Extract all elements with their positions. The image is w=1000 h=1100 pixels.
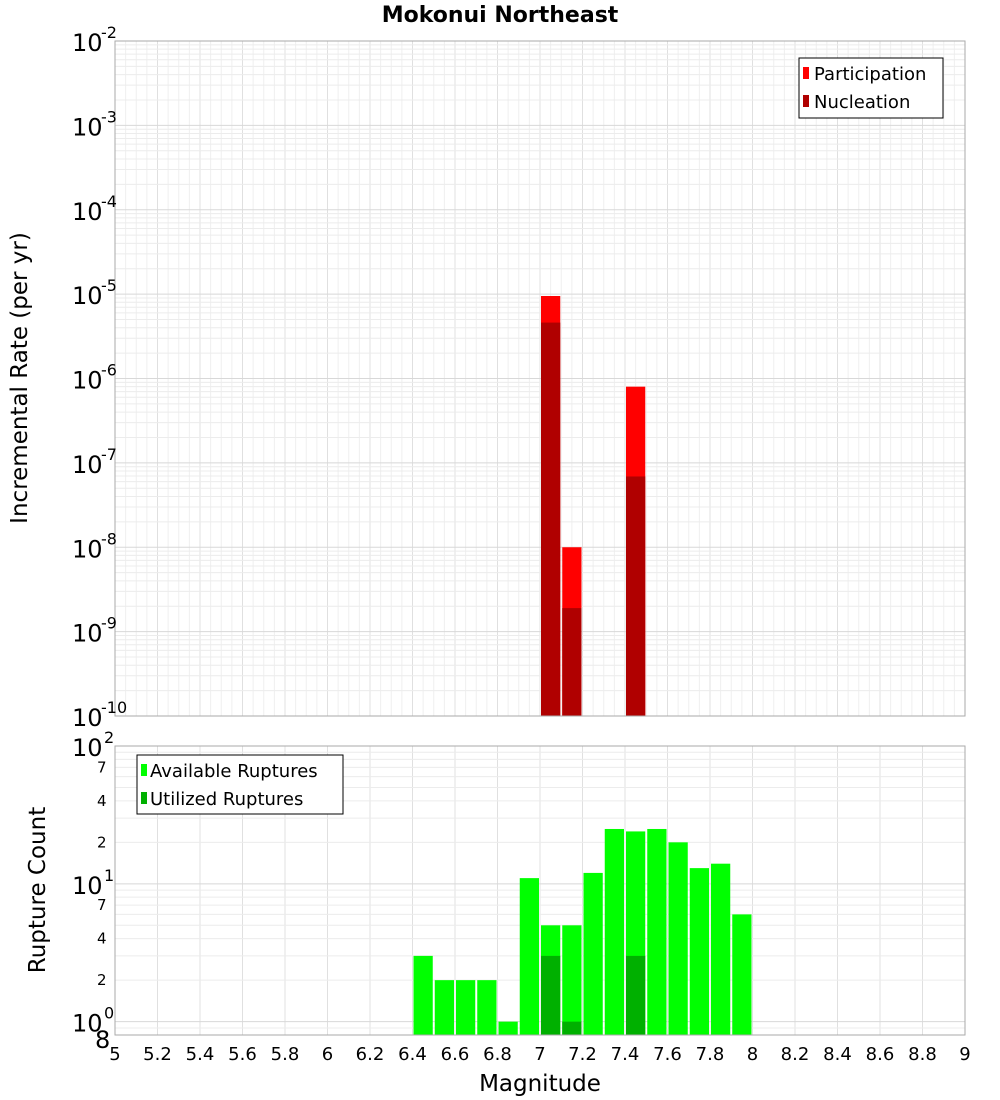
bottom-y-minor-tick-label: 7	[97, 896, 107, 914]
legend-swatch-utilized	[141, 792, 147, 804]
bottom-plot-frame	[114, 745, 966, 1036]
x-tick-label: 6	[322, 1044, 333, 1065]
top-y-axis-label: Incremental Rate (per yr)	[7, 232, 33, 524]
bottom-y-tick-exponent: 2	[104, 728, 114, 747]
bar-available-ruptures	[477, 980, 497, 1035]
bar-available-ruptures	[413, 955, 433, 1035]
legend-swatch-participation	[803, 67, 809, 79]
x-tick-label: 7.4	[611, 1044, 640, 1065]
legend-swatch-available	[141, 764, 147, 776]
top-plot-frame	[114, 40, 966, 717]
bar-available-ruptures	[711, 863, 731, 1035]
legend-swatch-nucleation	[803, 95, 809, 107]
top-y-tick-base: 10	[72, 620, 103, 648]
top-y-tick-base: 10	[72, 704, 103, 732]
bottom-y-minor-tick-label: 4	[97, 930, 107, 948]
top-y-tick-base: 10	[72, 535, 103, 563]
x-tick-label: 9	[959, 1044, 970, 1065]
x-tick-label: 8	[747, 1044, 758, 1065]
top-y-tick-exponent: -10	[101, 698, 127, 717]
bottom-y-tick-base: 10	[72, 872, 103, 900]
x-tick-label: 8.2	[781, 1044, 810, 1065]
top-y-tick-exponent: -8	[101, 529, 117, 548]
x-tick-label: 7.6	[653, 1044, 682, 1065]
bottom-y-tick-exponent: 1	[104, 866, 114, 885]
x-tick-label: 6.4	[398, 1044, 427, 1065]
bar-available-ruptures	[647, 828, 667, 1035]
bar-utilized-ruptures	[562, 1021, 582, 1035]
bar-available-ruptures	[583, 872, 603, 1035]
bar-available-ruptures	[456, 980, 476, 1035]
legend-label-utilized: Utilized Ruptures	[150, 789, 303, 810]
bar-available-ruptures	[689, 868, 709, 1035]
top-y-tick-base: 10	[72, 198, 103, 226]
bar-nucleation	[626, 476, 646, 716]
top-y-tick-exponent: -6	[101, 361, 117, 380]
top-y-tick-base: 10	[72, 113, 103, 141]
x-tick-label: 7.8	[696, 1044, 725, 1065]
x-tick-label: 6.8	[483, 1044, 512, 1065]
x-tick-labels: 5 5.2 5.4 5.6 5.8 6 6.2 6.4 6.6 6.8 7 7.2 7.4 7.6 7.8 8…	[109, 1044, 970, 1065]
top-y-tick-base: 10	[72, 29, 103, 57]
bottom-y-axis-label: Rupture Count	[25, 807, 51, 973]
x-tick-label: 6.2	[356, 1044, 385, 1065]
top-y-tick-exponent: -2	[101, 23, 117, 42]
x-tick-label: 8.4	[823, 1044, 852, 1065]
top-y-tick-base: 10	[72, 451, 103, 479]
top-y-tick-exponent: -9	[101, 614, 117, 633]
legend-label-available: Available Ruptures	[150, 761, 318, 782]
bar-available-ruptures	[519, 878, 539, 1035]
top-legend: Participation Nucleation	[798, 57, 944, 119]
top-y-tick-exponent: -3	[101, 107, 117, 126]
bottom-legend: Available Ruptures Utilized Ruptures	[136, 754, 344, 815]
bottom-y-tick-exponent: 0	[104, 1004, 114, 1023]
bar-utilized-ruptures	[541, 955, 561, 1035]
top-bars	[541, 296, 646, 716]
bar-available-ruptures	[562, 925, 582, 1035]
bar-available-ruptures	[604, 828, 624, 1035]
chart-title: Mokonui Northeast	[382, 3, 619, 28]
bar-available-ruptures	[732, 914, 752, 1035]
bar-available-ruptures	[498, 1021, 518, 1035]
bottom-y-minor-tick-label: 2	[97, 971, 107, 989]
top-y-tick-exponent: -7	[101, 445, 117, 464]
top-y-tick-base: 10	[72, 367, 103, 395]
bottom-y-minor-tick-label: 4	[97, 792, 107, 810]
legend-label-nucleation: Nucleation	[814, 92, 910, 113]
x-tick-label: 7.2	[568, 1044, 597, 1065]
top-grid	[114, 41, 966, 717]
bar-utilized-ruptures	[626, 955, 646, 1035]
x-tick-label: 8.6	[866, 1044, 895, 1065]
top-legend-box	[798, 57, 944, 119]
x-axis-label: Magnitude	[479, 1071, 601, 1097]
bottom-bars	[413, 828, 752, 1035]
x-tick-label: 6.6	[441, 1044, 470, 1065]
bottom-legend-box	[136, 754, 344, 815]
bottom-y-tick-base: 10	[72, 734, 103, 762]
x-tick-label: 5.2	[143, 1044, 172, 1065]
bar-available-ruptures	[668, 842, 688, 1035]
x-tick-label: 5.6	[228, 1044, 257, 1065]
bottom-y-minor-tick-label: 2	[97, 833, 107, 851]
bar-nucleation	[541, 322, 561, 716]
x-tick-label: 5.8	[271, 1044, 300, 1065]
bar-nucleation	[562, 608, 582, 716]
bottom-y-tick-base: 10	[72, 1010, 103, 1038]
x-tick-label: 8.8	[908, 1044, 937, 1065]
top-y-tick-exponent: -5	[101, 276, 117, 295]
bottom-y-minor-tick-label: 8	[95, 1026, 110, 1054]
x-tick-label: 7	[534, 1044, 545, 1065]
x-tick-label: 5	[109, 1044, 120, 1065]
bottom-y-minor-tick-label: 7	[97, 758, 107, 776]
legend-label-participation: Participation	[814, 64, 926, 85]
top-y-tick-exponent: -4	[101, 192, 117, 211]
top-y-tick-base: 10	[72, 282, 103, 310]
x-tick-label: 5.4	[186, 1044, 215, 1065]
bar-available-ruptures	[434, 980, 454, 1035]
